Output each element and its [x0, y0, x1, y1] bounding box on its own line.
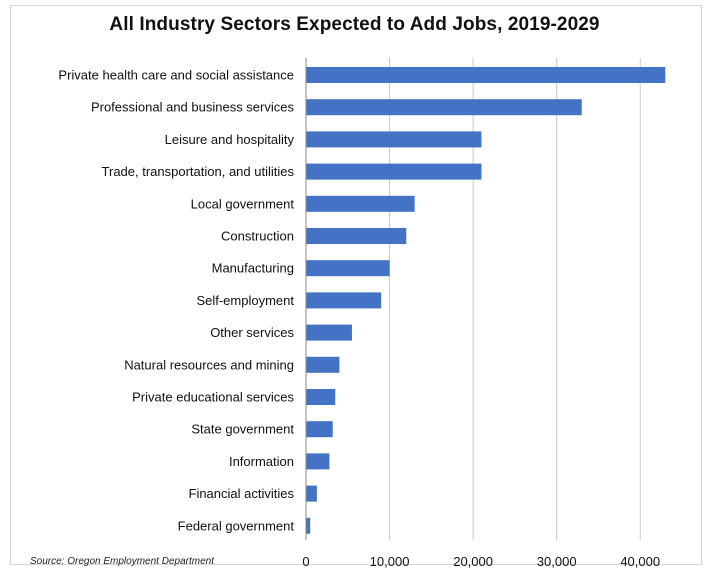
- x-tick-label: 10,000: [370, 554, 410, 569]
- category-label: Other services: [210, 325, 294, 340]
- x-tick-labels: 0 10,000 20,000 30,000 40,000: [302, 554, 660, 569]
- category-label: Self-employment: [196, 293, 294, 308]
- bar: [306, 485, 317, 502]
- bar: [306, 356, 340, 373]
- bar: [306, 453, 330, 470]
- category-label: Information: [229, 454, 294, 469]
- bar: [306, 389, 336, 405]
- category-label: Professional and business services: [91, 100, 295, 115]
- bar: [306, 131, 482, 148]
- category-label: Financial activities: [189, 486, 295, 501]
- chart-title: All Industry Sectors Expected to Add Job…: [109, 14, 600, 35]
- category-label: Federal government: [178, 518, 295, 533]
- x-tick-label: 0: [302, 554, 309, 569]
- bar: [306, 260, 390, 277]
- source-note: Source: Oregon Employment Department: [30, 556, 214, 567]
- bar: [306, 195, 415, 212]
- category-label: Private educational services: [132, 390, 294, 405]
- chart-frame: [10, 5, 702, 565]
- bar: [306, 228, 407, 244]
- category-label: Local government: [191, 196, 295, 211]
- category-label: Construction: [221, 229, 294, 244]
- bar: [306, 517, 311, 534]
- x-tick-label: 20,000: [453, 554, 493, 569]
- category-label: Manufacturing: [212, 261, 294, 276]
- category-label: State government: [191, 422, 294, 437]
- bar: [306, 67, 666, 83]
- bars: [306, 67, 666, 534]
- grid-lines: [389, 58, 641, 540]
- bar: [306, 292, 382, 309]
- x-tick-label: 30,000: [537, 554, 577, 569]
- category-label: Leisure and hospitality: [165, 132, 295, 147]
- bar: [306, 99, 582, 116]
- category-label: Private health care and social assistanc…: [58, 68, 294, 83]
- bar: [306, 421, 333, 438]
- category-label: Trade, transportation, and utilities: [102, 164, 295, 179]
- x-tick-label: 40,000: [620, 554, 660, 569]
- bar: [306, 163, 482, 180]
- category-label: Natural resources and mining: [124, 357, 294, 372]
- category-labels: Private health care and social assistanc…: [58, 68, 294, 534]
- bar: [306, 324, 352, 341]
